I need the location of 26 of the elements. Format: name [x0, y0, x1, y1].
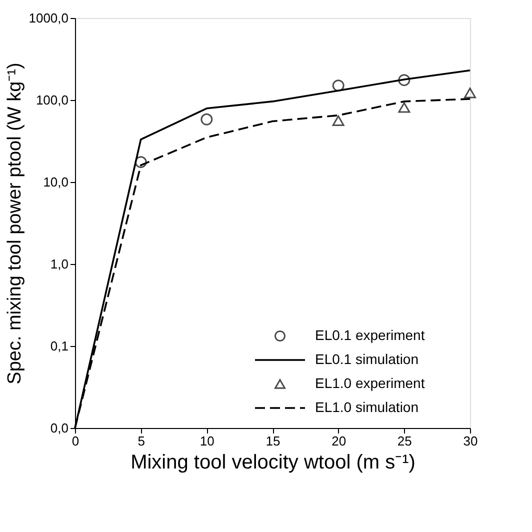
x-tick-label: 20: [332, 434, 346, 448]
point: [332, 115, 344, 126]
point: [134, 156, 147, 168]
y-tick-label: 0,0: [50, 420, 68, 436]
x-tick-label: 30: [463, 434, 478, 448]
x-tick-label: 0: [72, 434, 80, 448]
point: [398, 102, 410, 113]
point: [200, 113, 213, 126]
y-tick-label: 100,0: [36, 92, 68, 108]
point: [398, 74, 410, 86]
point: [464, 88, 476, 98]
point: [332, 80, 344, 92]
legend-label: EL0.1 simulation: [315, 351, 419, 367]
y-tick-label: 0,1: [50, 338, 68, 354]
x-tick-label: 15: [266, 434, 280, 448]
x-axis-title: Mixing tool velocity wtool (m s⁻¹): [130, 452, 416, 474]
y-tick-label: 10,0: [43, 174, 68, 190]
x-tick-label: 5: [138, 434, 145, 448]
x-tick-label: 25: [397, 434, 412, 448]
y-tick-label: 1,0: [50, 256, 68, 272]
legend-label: EL1.0 experiment: [315, 375, 425, 391]
legend-label: EL0.1 experiment: [315, 327, 425, 343]
legend-label: EL1.0 simulation: [315, 399, 419, 415]
x-tick-label: 10: [200, 434, 214, 448]
y-axis-title: Spec. mixing tool power ptool (W kg⁻¹): [4, 62, 26, 384]
y-tick-label: 1000,0: [28, 10, 68, 26]
